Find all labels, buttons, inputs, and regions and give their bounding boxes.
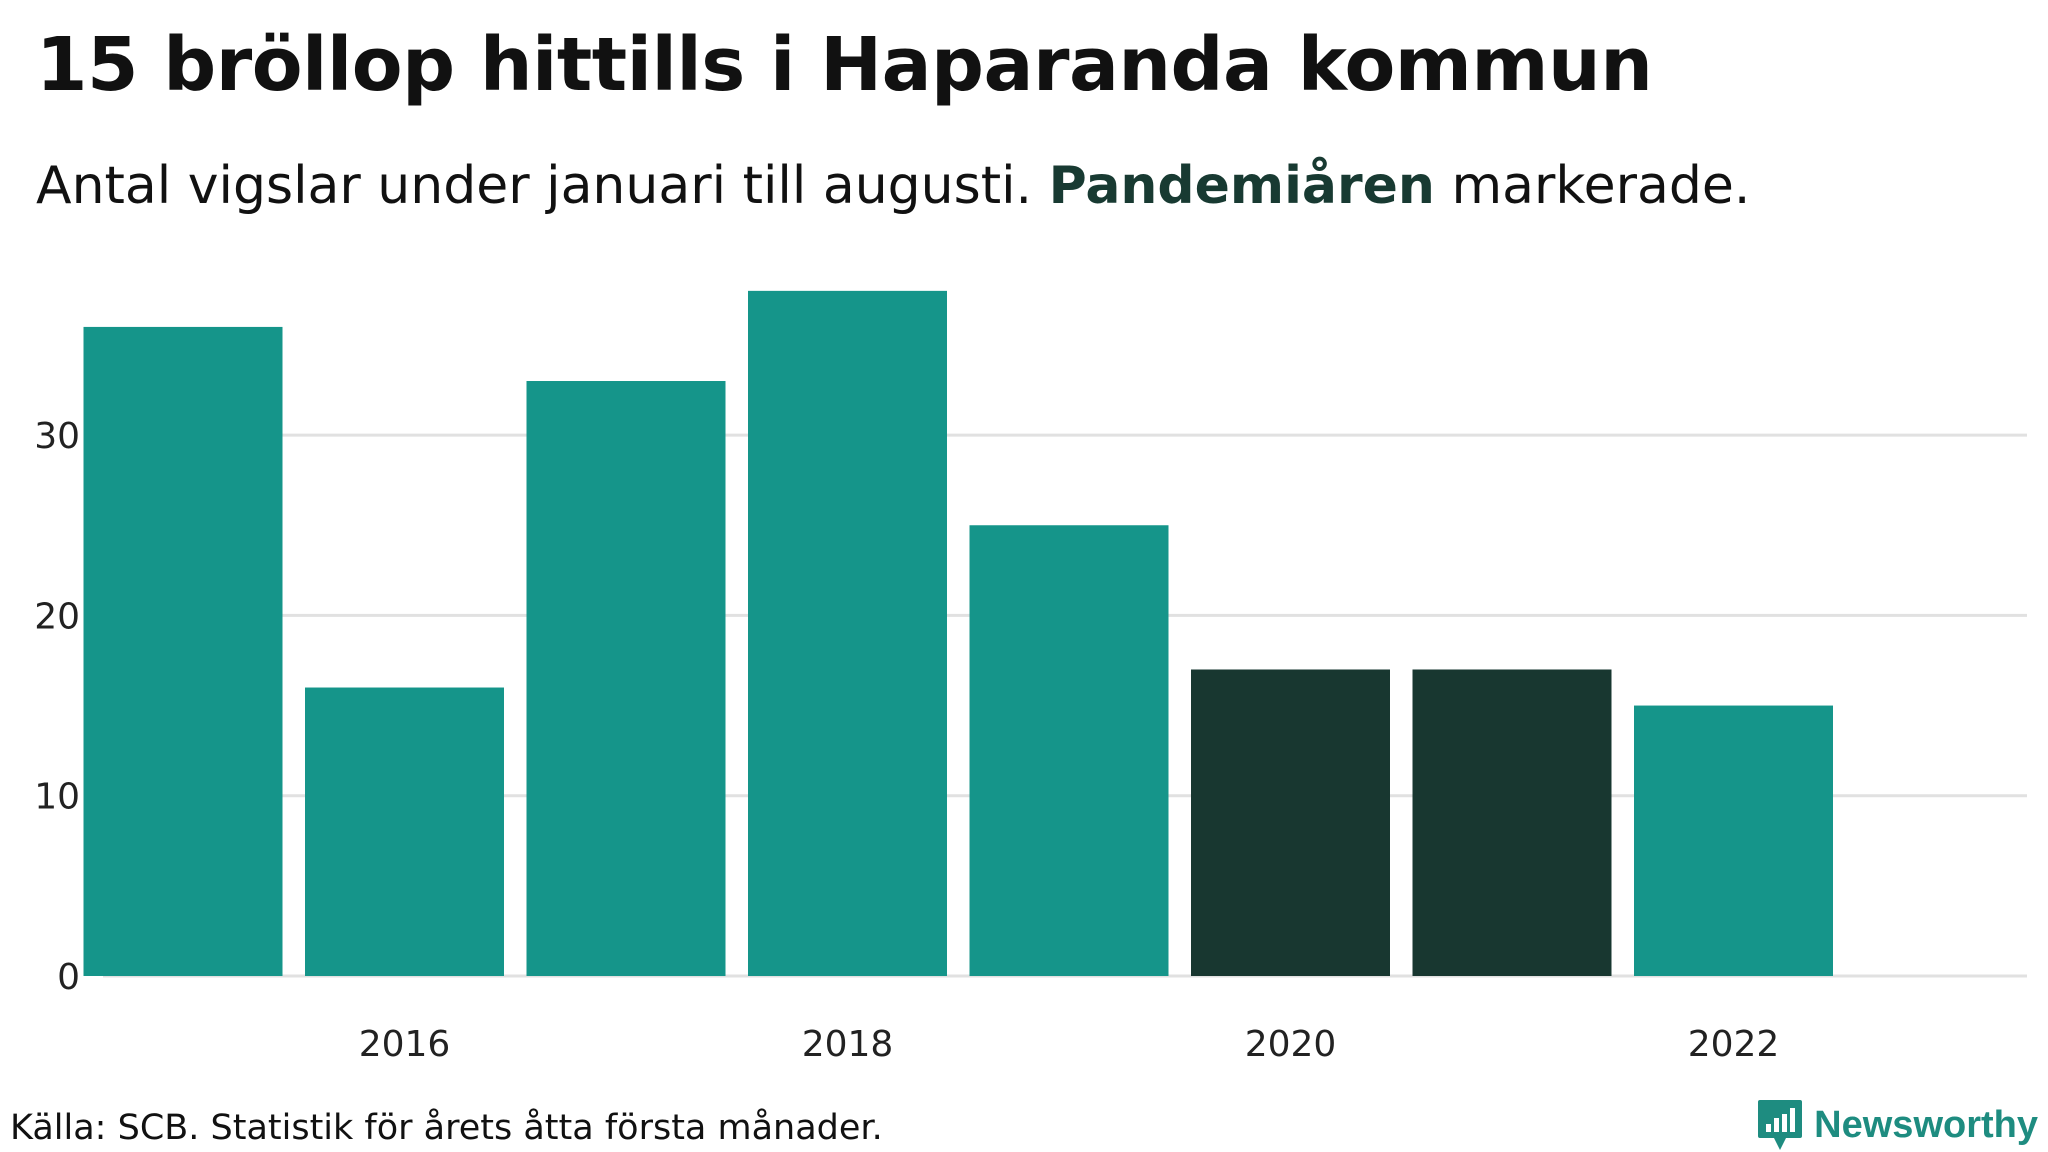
- x-tick-label: 2020: [1245, 1024, 1337, 1060]
- bar-2019: [969, 525, 1169, 976]
- y-tick-label: 0: [57, 957, 80, 998]
- axis-label-layer: 0 10 20 30 2016 2018 2020 2022: [34, 416, 1779, 1060]
- bar-2016: [305, 687, 504, 976]
- x-tick-label: 2018: [802, 1024, 894, 1060]
- y-tick-label: 10: [34, 777, 80, 818]
- bar-2020: [1191, 669, 1390, 976]
- bar-2017: [526, 381, 726, 976]
- x-tick-label: 2016: [359, 1024, 451, 1060]
- bar-2018: [748, 290, 947, 976]
- chart-title: 15 bröllop hittills i Haparanda kommun: [36, 22, 1653, 108]
- bar-2021: [1412, 669, 1612, 976]
- subtitle-highlight: Pandemiåren: [1048, 156, 1435, 216]
- subtitle-text: Antal vigslar under januari till augusti…: [36, 156, 1033, 216]
- bar-chart: 0 10 20 30 2016 2018 2020 2022: [34, 290, 2027, 1060]
- y-tick-label: 30: [34, 416, 80, 457]
- x-tick-label: 2022: [1688, 1024, 1780, 1060]
- bar-2015: [83, 326, 283, 976]
- chart-subtitle: Antal vigslar under januari till augusti…: [36, 156, 1750, 216]
- y-tick-label: 20: [34, 596, 80, 637]
- source-note: Källa: SCB. Statistik för årets åtta för…: [10, 1108, 883, 1148]
- bar-2022: [1634, 705, 1833, 976]
- newsworthy-logo-icon: [1758, 1100, 1803, 1150]
- subtitle-suffix: markerade.: [1451, 156, 1751, 216]
- brand-name: Newsworthy: [1814, 1103, 2038, 1146]
- bar-layer: [83, 290, 1833, 976]
- brand-logo: Newsworthy: [1756, 1098, 2038, 1152]
